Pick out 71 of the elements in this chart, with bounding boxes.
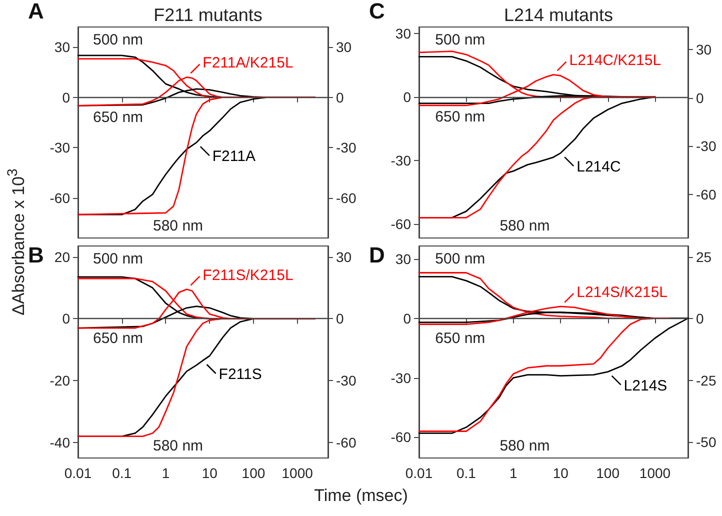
text: C bbox=[369, 0, 385, 24]
y2-tick-label: 30 bbox=[696, 42, 712, 58]
annotation: 500 nm bbox=[435, 32, 486, 48]
annotation: 650 nm bbox=[435, 330, 486, 347]
annotation: 580 nm bbox=[500, 218, 550, 234]
annotation: 500 nm bbox=[93, 32, 144, 48]
y2-tick-label: 30 bbox=[336, 39, 352, 56]
annotation: 650 nm bbox=[93, 108, 144, 126]
y-tick-label: -60 bbox=[390, 429, 412, 446]
annotation: 500 nm bbox=[93, 250, 144, 268]
y-tick-label: -60 bbox=[390, 216, 412, 232]
y2-tick-label: -60 bbox=[336, 434, 356, 451]
text: D bbox=[369, 242, 385, 268]
text: B bbox=[28, 242, 44, 268]
chart-title: L214 mutants bbox=[504, 5, 614, 25]
annotation: 580 nm bbox=[153, 218, 204, 234]
y2-tick-label: 0 bbox=[336, 89, 344, 106]
y-tick-label: 20 bbox=[54, 248, 70, 265]
y-tick-label: 0 bbox=[62, 310, 70, 327]
annotation: 650 nm bbox=[435, 108, 486, 126]
y2-tick-label: -60 bbox=[696, 186, 716, 203]
y2-tick-label: 30 bbox=[336, 248, 352, 265]
x-tick-label: 1000 bbox=[282, 465, 314, 481]
annotation: 580 nm bbox=[153, 438, 204, 454]
annotation: F211A/K215L bbox=[202, 54, 294, 72]
x-tick-label: 0.1 bbox=[112, 465, 132, 481]
y2-tick-label: -30 bbox=[336, 140, 356, 156]
y2-tick-label: -30 bbox=[696, 138, 716, 154]
y-tick-label: 30 bbox=[395, 250, 412, 267]
y-tick-label: 0 bbox=[403, 310, 412, 326]
y2-tick-label: -60 bbox=[336, 190, 356, 206]
chart-title: F211 mutants bbox=[154, 5, 262, 25]
y-tick-label: -40 bbox=[50, 434, 70, 451]
annotation: F211A bbox=[212, 148, 256, 166]
y2-tick-label: 0 bbox=[696, 90, 704, 106]
annotation: L214S/K215L bbox=[576, 284, 668, 301]
annotation: 580 nm bbox=[500, 438, 550, 454]
y-tick-label: 0 bbox=[403, 88, 412, 105]
x-tick-label: 10 bbox=[202, 465, 218, 481]
y-tick-label: 30 bbox=[54, 39, 70, 56]
x-tick-label: 1 bbox=[510, 465, 518, 481]
annotation: 650 nm bbox=[93, 330, 144, 348]
y-tick-label: -30 bbox=[390, 370, 412, 386]
x-tick-label: 0.01 bbox=[64, 465, 92, 481]
y2-tick-label: 25 bbox=[696, 249, 712, 266]
annotation: L214C bbox=[576, 158, 621, 176]
y-tick-label: -60 bbox=[50, 190, 70, 206]
x-tick-label: 0.01 bbox=[405, 465, 433, 481]
y-tick-label: -30 bbox=[390, 152, 412, 168]
x-tick-label: 100 bbox=[596, 465, 620, 481]
annotation: F211S/K215L bbox=[202, 266, 294, 284]
text: A bbox=[28, 0, 44, 24]
y2-tick-label: 0 bbox=[336, 310, 344, 327]
y-tick-label: -20 bbox=[50, 372, 70, 389]
x-axis-title: Time (msec) bbox=[314, 486, 408, 506]
x-tick-label: 100 bbox=[242, 465, 266, 481]
annotation: F211S bbox=[218, 366, 262, 384]
y-tick-label: -30 bbox=[50, 140, 70, 156]
y2-tick-label: -25 bbox=[696, 372, 716, 388]
x-tick-label: 10 bbox=[552, 465, 569, 481]
x-tick-label: 0.1 bbox=[456, 465, 476, 481]
y-tick-label: 0 bbox=[62, 89, 70, 106]
annotation: L214S bbox=[624, 377, 668, 394]
annotation: L214C/K215L bbox=[569, 52, 662, 70]
x-tick-label: 1 bbox=[162, 465, 170, 481]
y2-tick-label: -50 bbox=[696, 434, 716, 450]
x-tick-label: 1000 bbox=[639, 465, 671, 481]
y-tick-label: 30 bbox=[395, 25, 412, 42]
y2-tick-label: 0 bbox=[696, 310, 704, 327]
annotation: 500 nm bbox=[435, 250, 486, 268]
y2-tick-label: -30 bbox=[336, 372, 356, 389]
